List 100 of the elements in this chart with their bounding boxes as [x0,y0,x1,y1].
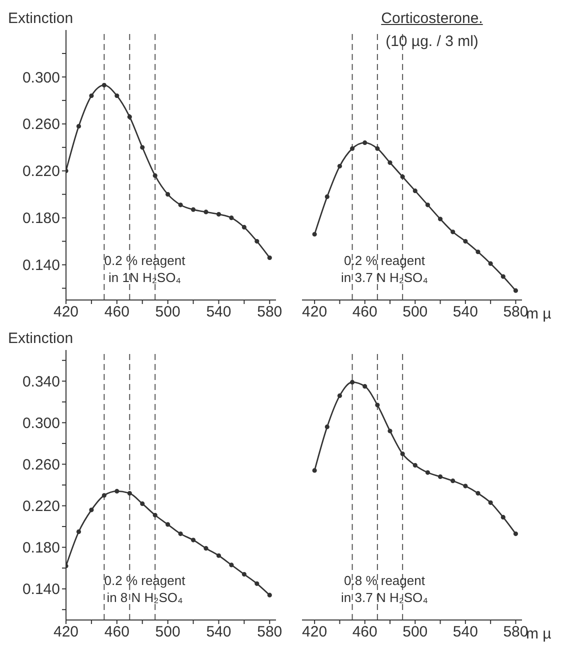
point [388,428,392,434]
point [242,224,246,230]
point [76,124,82,129]
x-tick-label: 540 [206,624,232,641]
y-tick-label: 0.340 [22,373,60,390]
point [476,491,480,496]
x-tick-label: 460 [104,624,130,641]
x-tick-label: 420 [302,624,328,641]
point [127,491,132,496]
point [216,212,222,217]
point [400,174,405,180]
chart-subtitle: (10 µg. / 3 ml) [384,33,480,50]
x-tick-label: 420 [302,304,328,321]
point [513,532,518,536]
annotation: in 3.7 N H₂SO₄ [340,589,429,606]
chart-title: Corticosterone. [380,10,484,27]
y-tick-label: 0.140 [22,257,60,274]
point [190,538,196,542]
x-tick-label: 500 [402,624,428,641]
y-tick-label: 0.180 [22,210,60,228]
point [425,202,430,208]
y-axis-title: Extinction [8,330,74,347]
x-tick-label: 420 [53,304,79,321]
y-tick-label: 0.180 [22,540,60,557]
point [463,484,468,488]
point [450,230,456,234]
point [438,474,443,479]
point [337,393,342,398]
point [375,402,380,408]
point [388,160,392,165]
x-tick-label: 500 [155,624,180,641]
annotation: in 1N H₂SO₄ [108,269,182,286]
annotation: 0.8 % reagent [343,572,426,589]
point [178,202,183,208]
point [324,424,330,430]
point [216,553,222,558]
point [500,514,506,520]
x-tick-label: 580 [257,304,282,321]
point [229,562,234,568]
point [350,380,355,384]
annotation: 0.2 % reagent [103,252,186,269]
point [267,255,272,260]
point [463,239,468,244]
point [324,194,330,199]
point [152,512,158,518]
point [267,592,272,598]
point [425,470,430,475]
x-tick-label: 420 [53,624,79,641]
x-tick-label: 540 [452,624,478,641]
y-axis-title: Extinction [8,10,74,27]
point [312,468,317,473]
x-axis-title: m µ [526,625,552,642]
annotation: in 8 N H₂SO₄ [106,589,184,606]
x-tick-label: 500 [402,304,428,321]
point [140,145,145,150]
x-tick-label: 460 [352,624,378,641]
x-tick-label: 580 [503,304,528,321]
point [127,114,132,120]
point [400,452,405,456]
y-tick-label: 0.260 [22,116,60,134]
point [102,82,106,88]
point [350,146,355,151]
x-axis-title: m µ [526,305,552,322]
y-tick-label: 0.260 [22,456,60,474]
point [412,188,418,194]
point [375,146,380,151]
point [102,493,106,498]
point [450,478,456,484]
point [500,274,506,279]
point [312,232,317,237]
x-tick-label: 460 [104,304,130,321]
point [204,210,208,214]
x-tick-label: 580 [257,624,282,641]
point [89,93,94,98]
point [204,546,208,551]
x-tick-label: 540 [206,304,232,321]
x-tick-label: 540 [452,304,478,321]
y-tick-label: 0.140 [22,581,60,598]
y-tick-label: 0.220 [22,163,60,180]
annotation: 0.2 % reagent [343,252,426,269]
point [488,261,493,266]
point [362,140,368,145]
point [254,581,260,586]
annotation: 0.2 % reagent [103,572,186,589]
point [337,164,342,168]
point [229,216,234,220]
point [254,239,260,244]
point [166,192,170,197]
x-tick-label: 580 [503,624,528,641]
point [242,572,246,577]
point [89,508,94,512]
point [178,532,183,536]
annotation: in 3.7 N H₂SO₄ [340,269,429,286]
point [412,462,418,468]
x-tick-label: 460 [352,304,378,321]
point [438,216,443,222]
y-tick-label: 0.220 [22,498,60,516]
point [114,488,120,494]
point [76,529,82,534]
point [152,173,158,178]
